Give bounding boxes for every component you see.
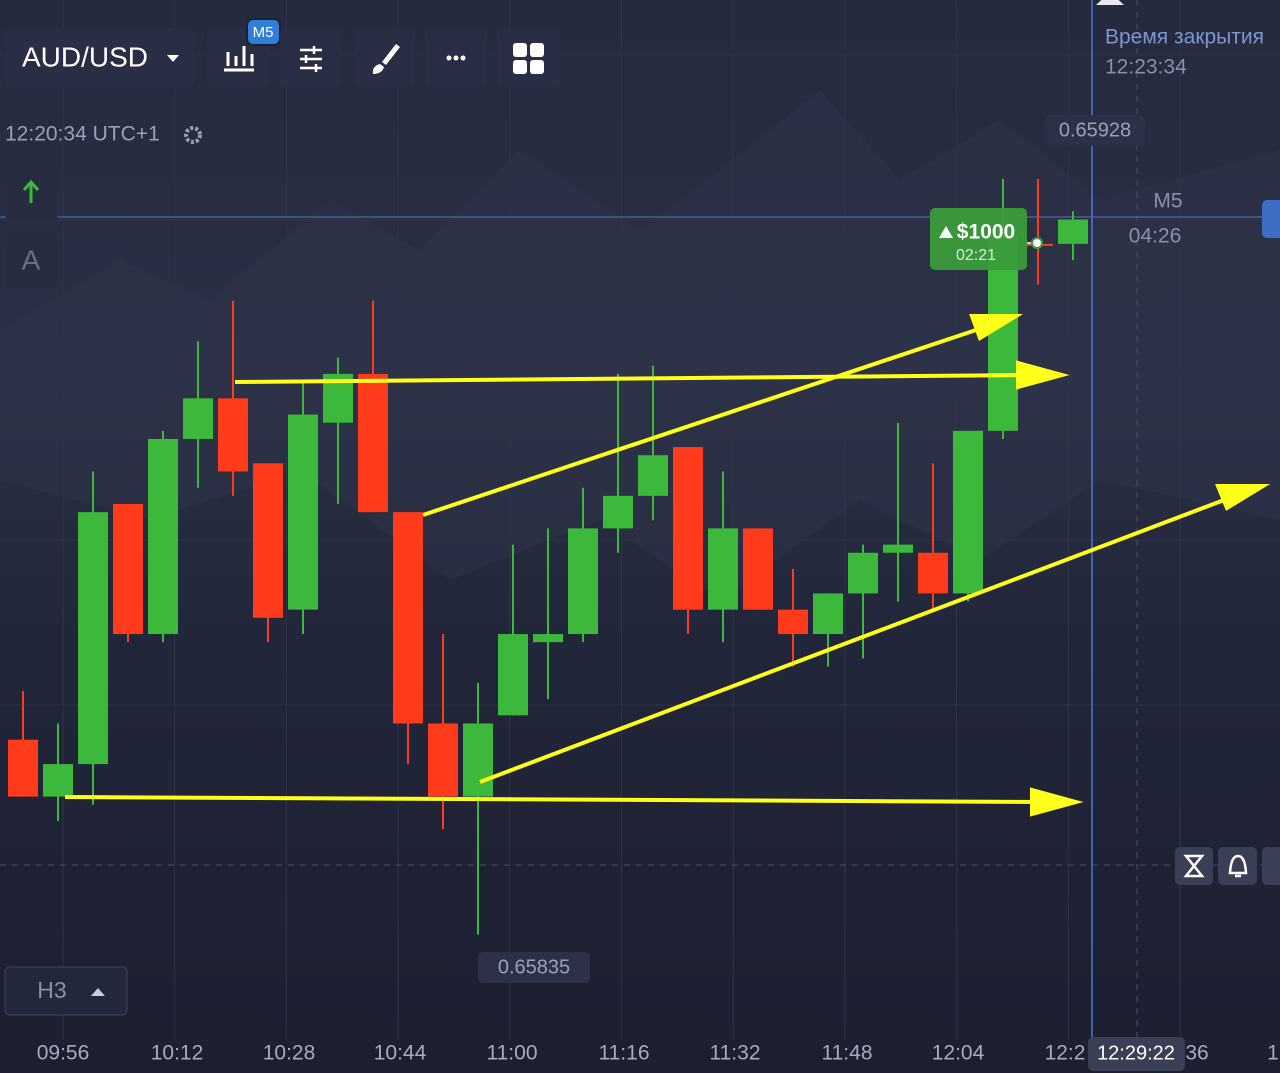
- timeframe-badge-text: M5: [253, 24, 274, 41]
- candle-body: [673, 447, 703, 610]
- brush-icon: [372, 44, 400, 74]
- annotations: [64, 314, 1271, 817]
- x-tick-label: 10:12: [151, 1042, 204, 1065]
- arrow: [422, 325, 986, 517]
- arrowhead: [1215, 484, 1271, 511]
- layout-select-label: H3: [37, 977, 66, 1003]
- candle-body: [498, 634, 528, 716]
- x-tick-label: 36: [1185, 1042, 1208, 1065]
- candle-body: [918, 552, 948, 594]
- deal-timer: 02:21: [956, 247, 996, 264]
- x-tick-label: 11:16: [599, 1042, 650, 1065]
- candle-body: [1058, 219, 1088, 244]
- candles: [8, 178, 1088, 935]
- candle-body: [778, 609, 808, 635]
- low-label: 0.65835: [498, 956, 570, 978]
- edge-tool-button[interactable]: [1262, 847, 1280, 885]
- timeframe-label: M5: [1153, 190, 1182, 213]
- layout-select[interactable]: [4, 966, 128, 1016]
- candle-body: [568, 528, 598, 635]
- arrow: [479, 495, 1233, 784]
- settings-icon[interactable]: [184, 126, 202, 144]
- pair: AUD/USD: [22, 41, 148, 72]
- x-tick-label: 12:04: [932, 1042, 985, 1065]
- deal-point: [1031, 237, 1043, 249]
- candle-body: [43, 764, 73, 797]
- x-tick-label: 11:32: [710, 1042, 761, 1065]
- x-tick-label: 1: [1267, 1042, 1279, 1065]
- candle-body: [393, 512, 423, 724]
- timeframe-badge: [246, 18, 281, 46]
- candle-body: [78, 512, 108, 765]
- drawing-button[interactable]: [354, 28, 415, 88]
- candle-body: [463, 723, 493, 797]
- candles-icon: [224, 46, 254, 72]
- closing-title: Время закрытия: [1105, 26, 1264, 49]
- layout-button[interactable]: [497, 28, 560, 88]
- candle-body: [113, 503, 143, 635]
- countdown: 04:26: [1129, 225, 1182, 248]
- marker: [1096, 0, 1124, 5]
- edge-button[interactable]: [1262, 200, 1280, 238]
- arrowhead: [1030, 787, 1084, 817]
- candle-body: [183, 398, 213, 439]
- x-tick-label: 11:00: [487, 1042, 538, 1065]
- sliders-icon: [300, 46, 322, 72]
- arrow: [64, 795, 1046, 804]
- arrowhead: [969, 314, 1024, 341]
- candle-body: [218, 398, 248, 472]
- candle-body: [288, 414, 318, 610]
- high-label: 0.65928: [1059, 119, 1131, 141]
- hourglass-icon: [1183, 854, 1205, 878]
- candle-body: [533, 634, 563, 643]
- grid-icon: [513, 43, 544, 74]
- dots-icon: [446, 55, 466, 61]
- low-label-box: [478, 952, 590, 983]
- candle-body: [253, 463, 283, 618]
- candle-body: [603, 495, 633, 529]
- up-arrow-icon: [22, 179, 40, 203]
- alert-button[interactable]: [1218, 847, 1257, 885]
- candle-body: [148, 438, 178, 635]
- cursor-time: 12:29:22: [1097, 1042, 1175, 1064]
- candle-body: [813, 593, 843, 635]
- layout-caret: [91, 988, 105, 996]
- arrow: [234, 373, 1031, 384]
- cursor-time-box: [1088, 1037, 1185, 1071]
- x-tick-label: 09:56: [37, 1042, 90, 1065]
- closing-time: 12:23:34: [1105, 56, 1187, 79]
- pair-button[interactable]: [5, 28, 195, 88]
- clock: 12:20:34 UTC+1: [5, 123, 160, 146]
- x-tick-label: 10:28: [263, 1042, 316, 1065]
- dropdown-caret: [167, 55, 179, 62]
- bell-icon: [1228, 854, 1248, 878]
- candle-body: [8, 739, 38, 797]
- candle-body: [743, 528, 773, 610]
- x-tick-label: 12:2: [1045, 1042, 1086, 1065]
- candle-body: [638, 455, 668, 496]
- text-tool-label: A: [22, 244, 41, 275]
- arrowhead: [1016, 360, 1070, 390]
- text-tool-button[interactable]: [5, 233, 58, 288]
- candle-body: [708, 528, 738, 610]
- candle-body: [953, 430, 983, 594]
- time-axis: 09:56 10:12 10:28 10:44 11:00 11:16 11:32 11:48…: [37, 1037, 1279, 1071]
- candle-body: [848, 552, 878, 594]
- candle-body: [428, 723, 458, 797]
- x-tick-label: 10:44: [374, 1042, 427, 1065]
- deal-amount: $1000: [957, 221, 1015, 244]
- x-tick-label: 11:48: [822, 1042, 873, 1065]
- deal-badge: [930, 208, 1027, 270]
- candle-body: [358, 373, 388, 513]
- deal-up-icon: [939, 226, 953, 238]
- candle-body: [883, 544, 913, 553]
- high-label-box: [1045, 115, 1145, 146]
